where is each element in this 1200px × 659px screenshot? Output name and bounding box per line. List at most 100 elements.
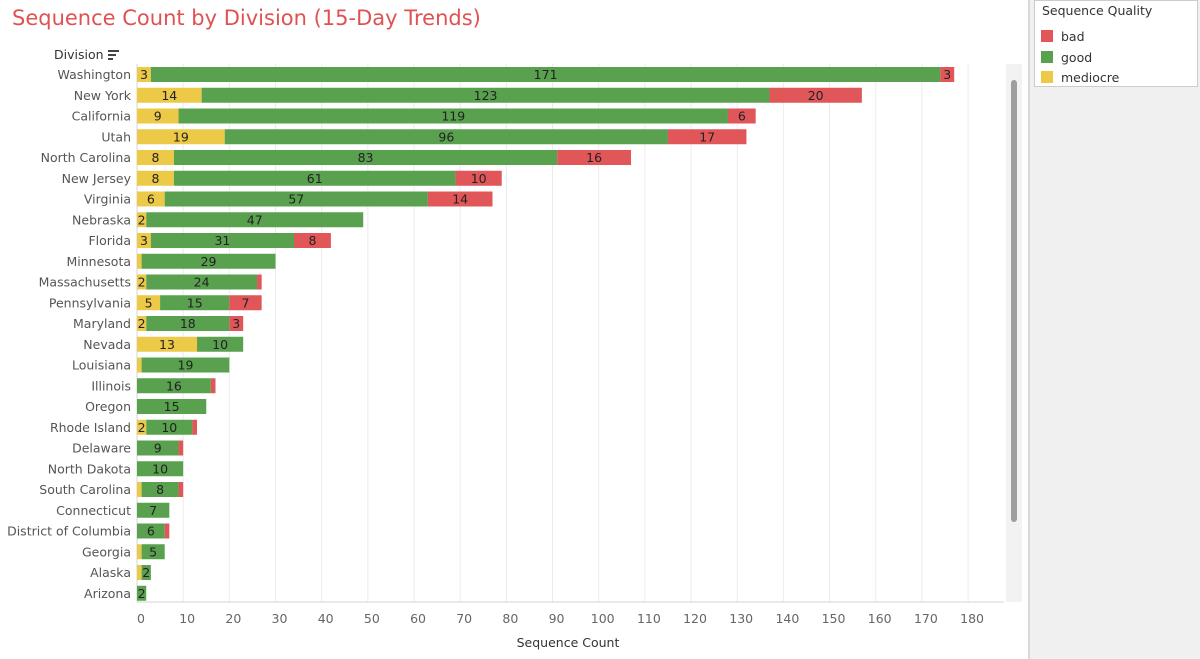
bar-mediocre [137, 336, 198, 352]
data-label-mediocre: 2 [138, 316, 146, 331]
bar-bad [293, 233, 331, 248]
data-label-good: 119 [441, 109, 465, 124]
x-tick-label: 120 [683, 611, 707, 626]
bar-mediocre [137, 233, 151, 248]
data-label-good: 8 [156, 482, 164, 497]
bar-mediocre [137, 87, 202, 103]
division-label: California [72, 109, 131, 124]
bar-good [146, 316, 230, 331]
data-label-good: 7 [149, 503, 157, 518]
bar-mediocre [137, 253, 142, 269]
data-label-good: 2 [142, 565, 150, 580]
data-label-bad: 6 [738, 109, 746, 124]
data-label-good: 31 [214, 233, 230, 248]
division-label: Louisiana [72, 358, 131, 373]
data-label-bad: 17 [699, 129, 715, 144]
x-tick-label: 20 [225, 611, 241, 626]
legend-title: Sequence Quality [1042, 3, 1153, 18]
data-label-good: 61 [307, 171, 323, 186]
x-tick-label: 80 [502, 611, 518, 626]
x-tick-label: 160 [868, 611, 892, 626]
bar-mediocre [137, 274, 147, 290]
division-label: Virginia [84, 192, 131, 207]
division-label: Nevada [83, 337, 131, 352]
bar-good [178, 108, 728, 124]
legend-item-bad[interactable]: bad [1041, 28, 1085, 44]
bar-mediocre [137, 212, 147, 228]
data-label-mediocre: 3 [140, 67, 148, 82]
data-label-mediocre: 14 [161, 88, 177, 103]
division-label: District of Columbia [7, 524, 131, 539]
bar-mediocre [137, 357, 142, 373]
data-label-good: 16 [166, 378, 182, 393]
bar-bad [178, 440, 184, 456]
data-label-bad: 3 [943, 67, 951, 82]
bar-good [141, 482, 179, 497]
x-axis-title: Sequence Count [517, 635, 620, 650]
x-tick-label: 180 [960, 611, 984, 626]
data-label-bad: 7 [242, 295, 250, 310]
data-label-good: 83 [358, 150, 374, 165]
panel-divider [1028, 0, 1030, 659]
data-label-good: 18 [180, 316, 196, 331]
chart-title: Sequence Count by Division (15-Day Trend… [12, 6, 481, 30]
bar-bad [769, 87, 862, 103]
bar-bad [164, 523, 170, 539]
bar-bad [210, 378, 216, 394]
scrollbar-thumb[interactable] [1011, 80, 1017, 522]
chart-panel: Sequence Count by Division (15-Day Trend… [7, 6, 1022, 650]
bar-mediocre [137, 67, 151, 82]
x-tick-label: 140 [775, 611, 799, 626]
data-label-good: 10 [161, 420, 177, 435]
bar-good [224, 129, 668, 145]
bar-good [137, 378, 211, 394]
division-label: Connecticut [56, 503, 131, 518]
division-label: South Carolina [39, 482, 131, 497]
division-label: Delaware [72, 441, 131, 456]
data-label-good: 10 [152, 461, 168, 476]
sort-icon[interactable] [107, 49, 119, 60]
data-label-mediocre: 3 [140, 233, 148, 248]
bar-good [137, 440, 179, 456]
bar-bad [257, 274, 262, 290]
x-tick-label: 30 [272, 611, 288, 626]
bar-mediocre [137, 316, 147, 331]
bar-good [137, 461, 184, 477]
data-label-bad: 14 [452, 192, 468, 207]
x-tick-label: 40 [318, 611, 334, 626]
data-label-good: 15 [164, 399, 180, 414]
bar-mediocre [137, 482, 142, 497]
division-label: Alaska [90, 565, 131, 580]
data-label-mediocre: 8 [151, 171, 159, 186]
division-label: Arizona [84, 586, 131, 601]
legend-label-bad: bad [1061, 28, 1085, 44]
data-label-good: 123 [474, 88, 498, 103]
legend-panel [1030, 0, 1200, 659]
bar-mediocre [137, 295, 161, 311]
legend-label-good: good [1061, 49, 1093, 65]
bar-bad [455, 170, 502, 186]
legend-item-mediocre[interactable]: mediocre [1041, 70, 1119, 85]
bar-chart: 0 10 20 30 40 50 60 70 80 90 100 110 120 130 140 150 160… [7, 64, 1004, 650]
data-label-bad: 8 [308, 233, 316, 248]
data-label-mediocre: 19 [173, 129, 189, 144]
bar-bad [229, 316, 244, 331]
legend-item-good[interactable]: good [1041, 49, 1093, 65]
bar-mediocre [137, 129, 225, 145]
bar-good [137, 399, 207, 414]
x-tick-label: 110 [637, 611, 661, 626]
division-label: Rhode Island [50, 420, 131, 435]
data-label-good: 47 [247, 212, 263, 227]
data-label-mediocre: 13 [159, 337, 175, 352]
bar-mediocre [137, 544, 142, 560]
division-header-label: Division [54, 47, 104, 62]
division-label: Washington [58, 67, 131, 82]
bar-good [141, 357, 230, 373]
division-label: New York [74, 88, 132, 103]
data-label-good: 29 [201, 254, 217, 269]
data-label-good: 19 [178, 358, 194, 373]
bar-mediocre [137, 191, 165, 207]
bar-bad [557, 150, 632, 165]
division-axis-header[interactable]: Division [54, 47, 119, 62]
division-label: Florida [88, 233, 131, 248]
